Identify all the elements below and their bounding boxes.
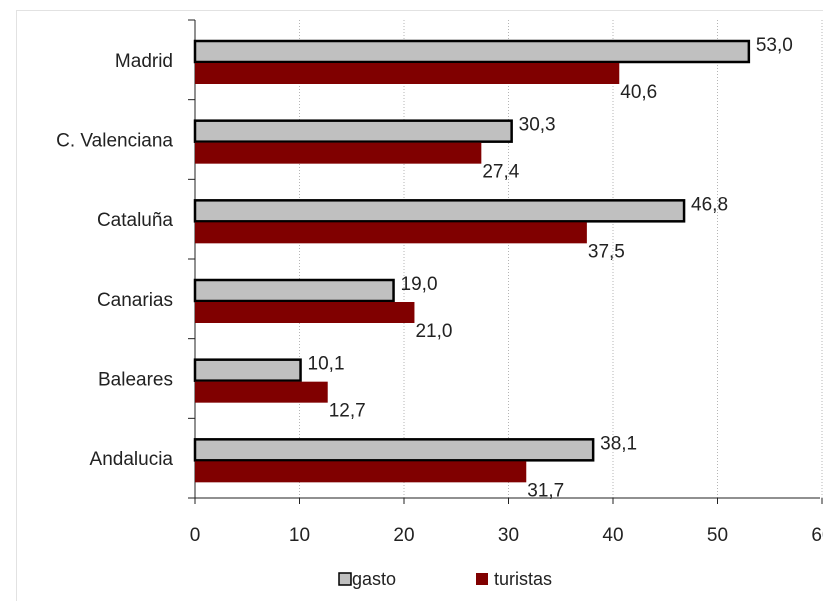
bar-turistas bbox=[195, 222, 587, 244]
category-label: Andalucia bbox=[90, 449, 174, 470]
data-label-turistas: 12,7 bbox=[329, 401, 366, 422]
legend-label-turistas: turistas bbox=[494, 569, 552, 589]
data-label-turistas: 40,6 bbox=[620, 82, 657, 103]
x-tick-label: 30 bbox=[498, 525, 519, 546]
axes bbox=[188, 19, 823, 504]
data-label-gasto: 38,1 bbox=[600, 433, 637, 454]
x-tick-label: 50 bbox=[707, 525, 728, 546]
category-label: C. Valenciana bbox=[56, 131, 173, 152]
bar-turistas bbox=[195, 63, 620, 84]
bar-turistas bbox=[195, 461, 527, 483]
legend-swatch-gasto bbox=[338, 572, 352, 586]
data-label-gasto: 53,0 bbox=[756, 35, 793, 56]
category-label: Cataluña bbox=[97, 210, 173, 231]
legend-label-gasto: gasto bbox=[352, 569, 396, 589]
bar-gasto bbox=[193, 39, 751, 64]
data-label-gasto: 19,0 bbox=[401, 274, 438, 295]
bar-turistas bbox=[195, 381, 328, 403]
bar-gasto bbox=[193, 199, 686, 223]
bar-gasto bbox=[193, 358, 302, 382]
category-label: Canarias bbox=[97, 290, 173, 311]
data-label-turistas: 21,0 bbox=[415, 321, 452, 342]
x-tick-label: 10 bbox=[289, 525, 310, 546]
legend: gasto turistas bbox=[338, 569, 552, 589]
labels: 0 10 20 30 40 50 60 Madrid 53,0 40,6 C. Valenciana… bbox=[56, 35, 823, 546]
bar-gasto bbox=[193, 119, 513, 143]
bars bbox=[193, 39, 751, 483]
data-label-gasto: 30,3 bbox=[519, 115, 556, 136]
category-label: Baleares bbox=[98, 370, 173, 391]
x-tick-label: 60 bbox=[811, 525, 823, 546]
category-label: Madrid bbox=[115, 51, 173, 72]
x-tick-label: 20 bbox=[393, 525, 414, 546]
data-label-gasto: 46,8 bbox=[691, 194, 728, 215]
bar-turistas bbox=[195, 302, 415, 323]
data-label-turistas: 31,7 bbox=[527, 480, 564, 501]
data-label-gasto: 10,1 bbox=[308, 354, 345, 375]
data-label-turistas: 27,4 bbox=[482, 162, 519, 183]
bar-gasto bbox=[193, 278, 395, 303]
grid-lines bbox=[299, 20, 823, 498]
x-tick-label: 0 bbox=[190, 525, 201, 546]
bar-gasto bbox=[193, 438, 595, 462]
bar-turistas bbox=[195, 142, 482, 164]
x-tick-label: 40 bbox=[602, 525, 623, 546]
data-label-turistas: 37,5 bbox=[588, 241, 625, 262]
chart-frame bbox=[16, 10, 823, 601]
legend-swatch-turistas bbox=[476, 573, 488, 585]
